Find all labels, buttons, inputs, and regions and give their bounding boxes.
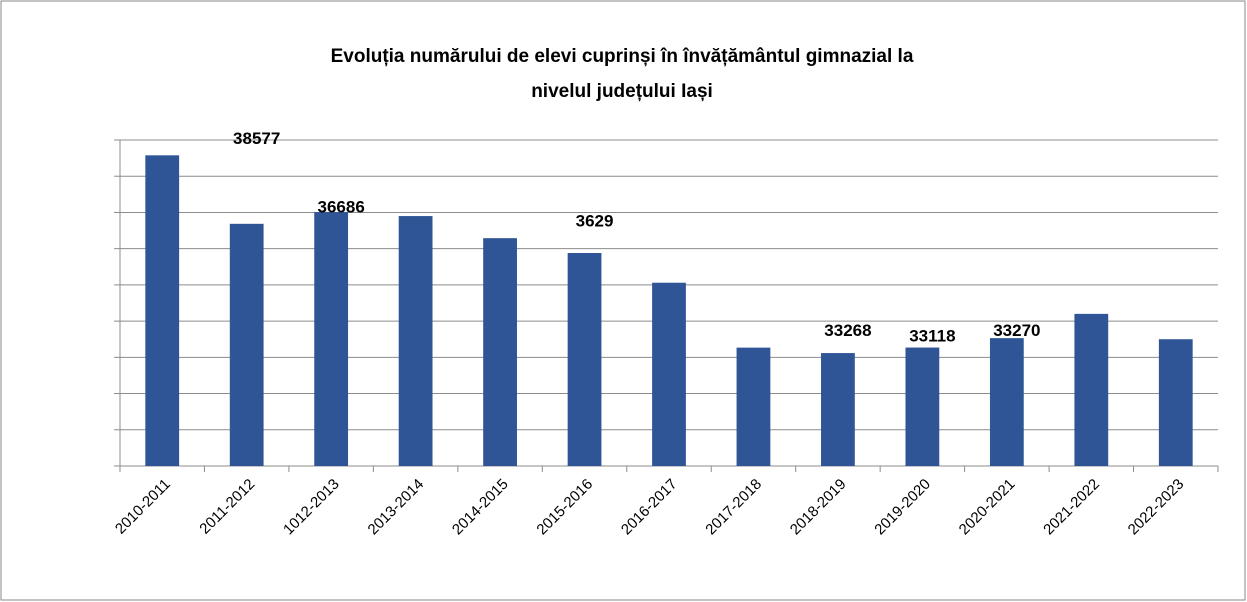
data-label: 33118 <box>909 327 955 346</box>
bar <box>398 216 433 466</box>
bar <box>905 347 940 466</box>
bar <box>821 353 855 466</box>
data-label: 3629 <box>576 212 614 231</box>
bar <box>483 238 517 466</box>
bar <box>145 155 180 466</box>
data-label: 38577 <box>233 129 280 148</box>
bar <box>314 212 349 466</box>
bar <box>1158 339 1193 466</box>
bar <box>567 253 602 466</box>
bar <box>229 223 264 466</box>
bar <box>736 347 771 466</box>
data-label: 36686 <box>318 197 365 216</box>
chart-title: nivelul județului Iași <box>531 81 713 102</box>
bar <box>989 338 1024 466</box>
data-label: 33268 <box>824 321 871 340</box>
bar <box>1074 313 1109 466</box>
chart-title: Evoluția numărului de elevi cuprinși în … <box>331 46 914 67</box>
bar <box>652 282 686 466</box>
data-label: 33270 <box>993 321 1040 340</box>
